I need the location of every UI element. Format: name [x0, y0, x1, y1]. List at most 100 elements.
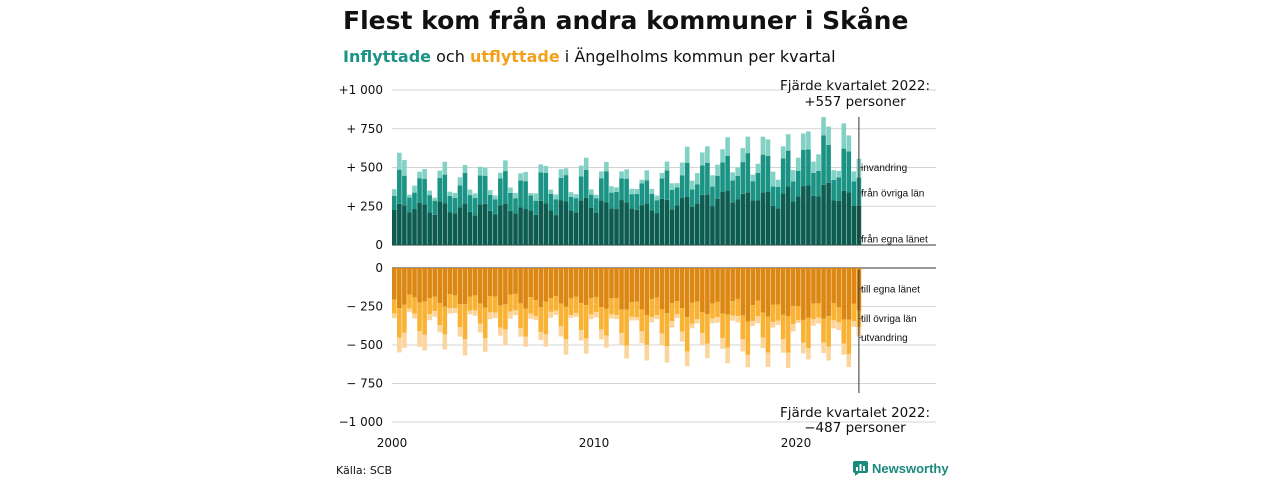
- bar-in-segment: [513, 213, 518, 245]
- bar-in-segment: [740, 193, 746, 245]
- bar-out-segment: [498, 327, 503, 336]
- chart-subtitle: Inflyttade och utflyttade i Ängelholms k…: [343, 47, 836, 66]
- bar-in-segment: [477, 166, 483, 176]
- bar-in-segment: [664, 161, 670, 171]
- bar-out-segment: [447, 294, 453, 309]
- bar-in-segment: [674, 183, 680, 188]
- bar-out-segment: [639, 309, 645, 332]
- bar-out-segment: [831, 268, 836, 303]
- bar-out-segment: [841, 268, 847, 320]
- bar-out-segment: [583, 338, 589, 354]
- bar-out-segment: [513, 268, 518, 294]
- bar-in-segment: [447, 196, 453, 213]
- bar-in-segment: [604, 171, 609, 203]
- bar-in-segment: [508, 192, 513, 211]
- bar-out-segment: [715, 301, 720, 317]
- series-label: från övriga län: [861, 188, 924, 200]
- bar-out-segment: [604, 268, 609, 309]
- bar-out-segment: [588, 314, 594, 320]
- bar-in-segment: [821, 184, 826, 245]
- bar-in-segment: [467, 195, 473, 212]
- bar-in-segment: [563, 175, 569, 202]
- annotation-in-title: Fjärde kvartalet 2022:: [780, 78, 930, 94]
- bar-out-segment: [578, 268, 584, 304]
- bar-out-segment: [493, 296, 498, 313]
- bar-out-segment: [427, 268, 432, 299]
- bar-in-segment: [826, 182, 831, 245]
- bar-in-segment: [846, 151, 852, 193]
- bar-out-segment: [735, 298, 740, 317]
- bar-in-segment: [599, 178, 604, 201]
- bar-in-segment: [558, 177, 564, 201]
- bar-out-segment: [639, 331, 645, 344]
- bar-in-segment: [629, 194, 634, 209]
- bar-out-segment: [462, 268, 468, 305]
- axes: +1 000 + 750 + 500 + 250 0 0 − 250 − 500 − 750 −1…: [339, 83, 928, 450]
- bar-in-segment: [533, 214, 538, 245]
- bar-in-segment: [548, 189, 554, 194]
- bar-in-segment: [594, 194, 599, 199]
- bar-out-segment: [568, 315, 574, 318]
- bar-out-segment: [583, 268, 589, 306]
- bar-out-segment: [629, 316, 634, 321]
- bar-in-segment: [851, 171, 857, 182]
- bar-in-segment: [765, 139, 771, 156]
- bar-in-segment: [730, 180, 735, 203]
- bar-out-segment: [614, 268, 619, 299]
- bar-out-segment: [619, 309, 624, 334]
- bar-in-segment: [710, 206, 715, 245]
- bar-in-segment: [427, 195, 432, 213]
- bar-out-segment: [725, 314, 730, 348]
- bar-in-segment: [452, 213, 458, 245]
- bar-out-segment: [397, 337, 402, 353]
- bar-in-segment: [518, 173, 523, 181]
- bar-in-segment: [679, 162, 685, 176]
- bar-out-segment: [664, 268, 670, 314]
- bar-in-segment: [730, 202, 735, 245]
- y-tick-label: + 500: [346, 161, 383, 175]
- y-tick-label: − 250: [346, 300, 383, 314]
- bar-in-segment: [654, 200, 660, 214]
- bar-in-segment: [836, 177, 841, 201]
- bar-out-segment: [629, 268, 634, 303]
- bar-out-segment: [765, 268, 771, 317]
- bar-in-segment: [710, 175, 715, 187]
- bar-in-segment: [831, 179, 836, 201]
- bar-out-segment: [528, 313, 533, 319]
- bar-in-segment: [614, 187, 619, 192]
- bar-out-segment: [594, 268, 599, 297]
- bar-in-segment: [634, 209, 639, 245]
- bar-out-segment: [740, 315, 746, 340]
- bar-out-segment: [609, 314, 614, 319]
- bar-out-segment: [654, 314, 660, 320]
- bar-in-segment: [664, 199, 670, 245]
- bar-out-segment: [543, 334, 549, 347]
- bar-in-segment: [614, 209, 619, 245]
- bar-out-segment: [644, 314, 650, 345]
- bar-in-segment: [548, 193, 554, 211]
- bar-out-segment: [745, 354, 751, 368]
- bar-in-segment: [720, 149, 725, 163]
- chart-title: Flest kom från andra kommuner i Skåne: [343, 6, 909, 35]
- bar-in-segment: [659, 198, 665, 245]
- bar-out-segment: [487, 268, 493, 297]
- bar-in-segment: [826, 126, 831, 145]
- bar-out-segment: [604, 335, 609, 348]
- bar-in-segment: [664, 170, 670, 200]
- bar-out-segment: [634, 301, 639, 318]
- bar-in-segment: [528, 193, 533, 196]
- bar-out-segment: [417, 268, 422, 303]
- bar-out-segment: [604, 308, 609, 336]
- bar-out-segment: [472, 310, 478, 316]
- bar-out-segment: [503, 304, 508, 330]
- bar-out-segment: [801, 319, 806, 343]
- bar-in-segment: [715, 164, 720, 176]
- bar-out-segment: [412, 313, 417, 319]
- bar-in-segment: [669, 189, 675, 210]
- bar-out-segment: [498, 305, 503, 328]
- bar-in-segment: [770, 186, 776, 206]
- bar-in-segment: [689, 180, 695, 190]
- bar-out-segment: [720, 338, 725, 349]
- bar-out-segment: [669, 321, 675, 328]
- bar-out-segment: [811, 303, 816, 320]
